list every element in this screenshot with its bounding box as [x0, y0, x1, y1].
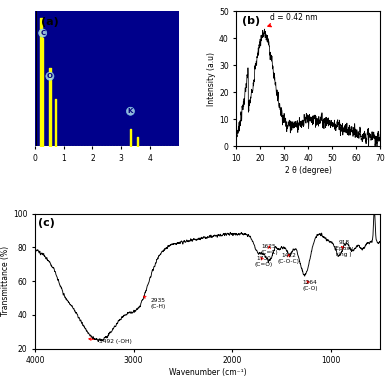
Text: 1730
(C=O): 1730 (C=O): [255, 256, 273, 267]
Text: (c): (c): [38, 218, 55, 228]
Y-axis label: Intensity (a.u): Intensity (a.u): [207, 52, 216, 106]
Text: 1422
(C-O-C): 1422 (C-O-C): [277, 253, 300, 264]
Text: 1264
(C-O): 1264 (C-O): [302, 280, 318, 291]
Text: d = 0.42 nm: d = 0.42 nm: [268, 13, 317, 27]
X-axis label: 2 θ (degree): 2 θ (degree): [285, 166, 332, 175]
Text: K: K: [128, 108, 133, 114]
Text: 2935
(C-H): 2935 (C-H): [144, 296, 166, 309]
Text: 918
(Epoxy
ring ): 918 (Epoxy ring ): [334, 240, 354, 257]
X-axis label: Wavenumber (cm⁻¹): Wavenumber (cm⁻¹): [169, 368, 246, 377]
Y-axis label: Transmittance (%): Transmittance (%): [1, 246, 10, 316]
Text: 3492 (-OH): 3492 (-OH): [89, 338, 132, 344]
Text: C: C: [40, 30, 45, 36]
Text: (a): (a): [41, 17, 59, 27]
Text: (b): (b): [242, 16, 260, 26]
Text: O: O: [47, 73, 53, 79]
Text: 1625
(C=C): 1625 (C=C): [260, 244, 278, 255]
